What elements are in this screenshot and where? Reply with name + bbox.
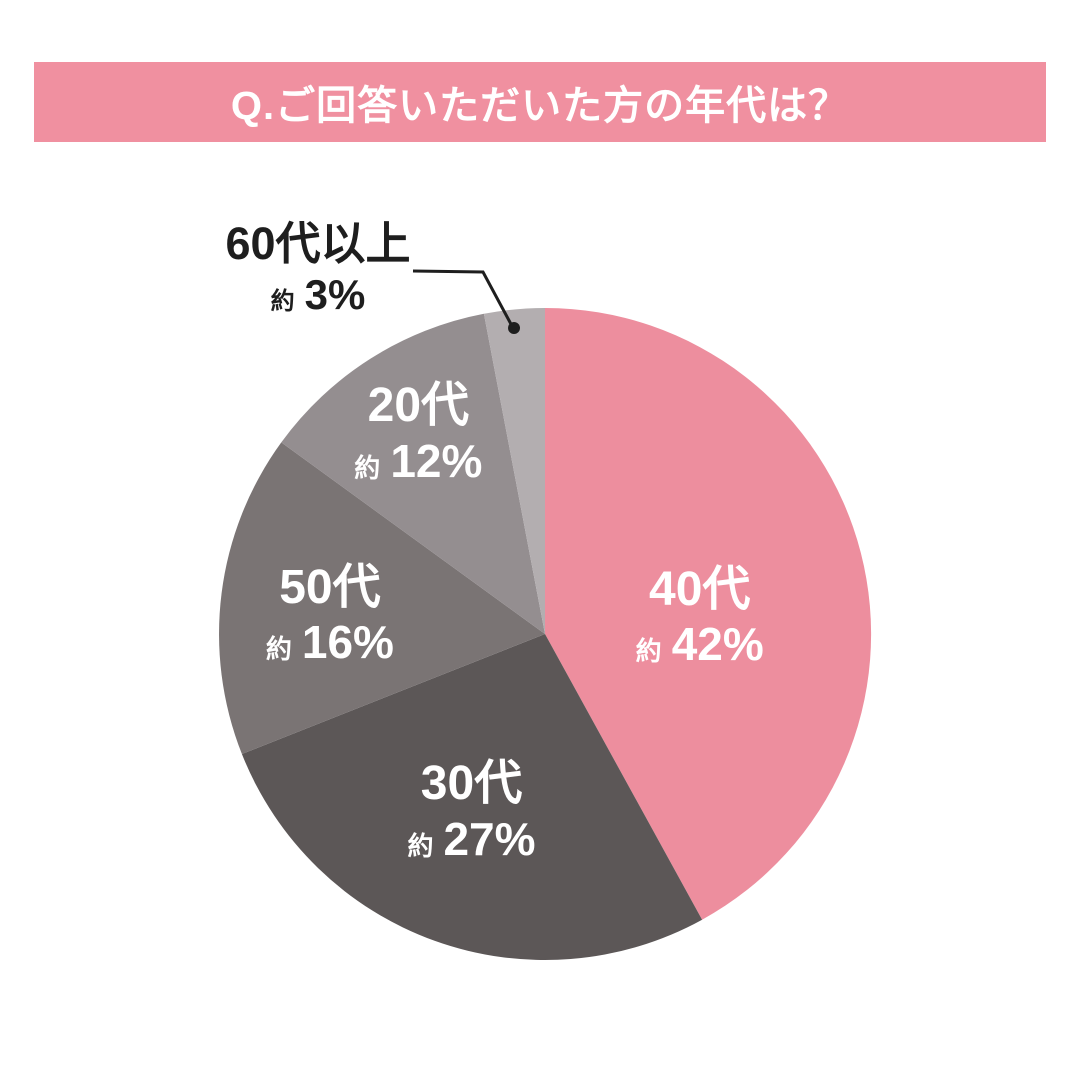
- pie-slice-4: [483, 308, 545, 634]
- pie-slice-0: [545, 307, 872, 920]
- pie-slice-3: [281, 313, 545, 634]
- page-title: Q.ご回答いただいた方の年代は？: [230, 84, 850, 128]
- callout-dot: [508, 322, 520, 334]
- title-banner: Q.ご回答いただいた方の年代は？: [34, 62, 1046, 142]
- callout-line: [412, 269, 514, 327]
- pie-slice-1: [241, 634, 703, 961]
- pie-slice-2: [219, 442, 545, 754]
